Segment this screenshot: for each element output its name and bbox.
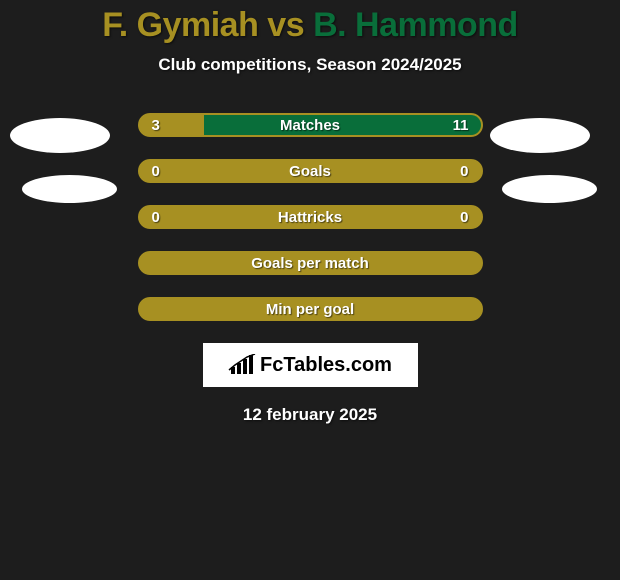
logo-text: FcTables.com — [260, 354, 392, 377]
stat-row: Goals per match — [138, 251, 483, 275]
stat-label: Goals per match — [140, 253, 481, 273]
stat-label: Goals — [140, 161, 481, 181]
avatar-right-small — [502, 175, 597, 203]
stat-value-left: 0 — [152, 207, 160, 227]
stat-row: Matches311 — [138, 113, 483, 137]
stat-value-right: 0 — [460, 161, 468, 181]
stat-row: Goals0 0 — [138, 159, 483, 183]
stat-value-left: 0 — [152, 161, 160, 181]
title-left: F. Gymiah — [102, 6, 258, 44]
stat-fill-right — [204, 115, 480, 135]
chart-icon — [228, 354, 256, 376]
title-mid: vs — [258, 6, 313, 44]
page-title: F. Gymiah vs B. Hammond — [0, 0, 620, 45]
title-right: B. Hammond — [313, 6, 518, 44]
site-logo: FcTables.com — [203, 343, 418, 387]
stat-rows: Matches311Goals00Hattricks00Goals per ma… — [138, 113, 483, 321]
avatar-left-top — [10, 118, 110, 153]
stat-row: Hattricks0 0 — [138, 205, 483, 229]
avatar-left-small — [22, 175, 117, 203]
stat-label: Hattricks — [140, 207, 481, 227]
stat-label: Min per goal — [140, 299, 481, 319]
subtitle: Club competitions, Season 2024/2025 — [0, 55, 620, 75]
avatar-right-top — [490, 118, 590, 153]
stat-row: Min per goal — [138, 297, 483, 321]
stat-value-left: 3 — [152, 115, 160, 135]
date-label: 12 february 2025 — [0, 405, 620, 425]
stat-value-right: 0 — [460, 207, 468, 227]
